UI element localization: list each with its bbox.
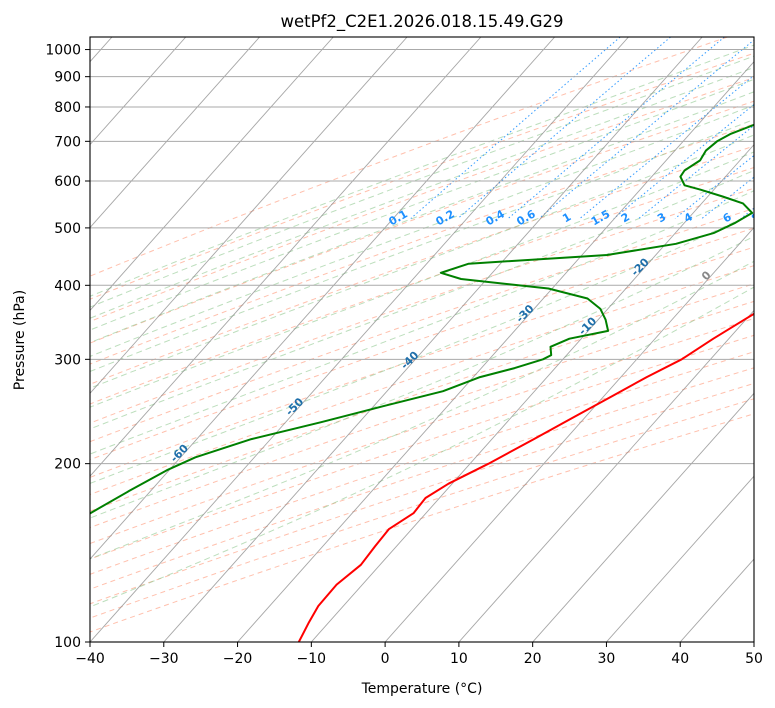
- x-tick-label: −30: [149, 651, 179, 667]
- y-tick-label: 600: [54, 174, 81, 190]
- isotherm-line: [310, 143, 754, 642]
- dry-adiabat-line: [90, 300, 754, 529]
- y-tick-label: 700: [54, 134, 81, 150]
- mixing-ratio-line: [613, 103, 754, 219]
- mixing-ratio-line: [457, 37, 671, 219]
- isotherm-line: [90, 37, 408, 395]
- temperature-profile-line: [297, 312, 754, 642]
- y-tick-label: 100: [54, 635, 81, 651]
- isotherm-line: [384, 226, 754, 642]
- moist-adiabats: [90, 44, 754, 608]
- isotherm-line: [90, 37, 260, 229]
- moist-adiabat-line: [90, 169, 754, 430]
- dry-adiabat-line: [90, 367, 754, 590]
- dry-adiabat-line: [90, 413, 754, 633]
- x-axis: −40 −30 −20 −10 0 10 20 30 40 50: [75, 642, 763, 667]
- mixing-ratio-line: [638, 124, 754, 219]
- moist-adiabat-line: [90, 190, 754, 455]
- dry-adiabat-line: [90, 382, 754, 605]
- moist-adiabat-line: [90, 134, 754, 389]
- y-tick-label: 1000: [45, 43, 81, 59]
- isotherm-line: [90, 37, 334, 312]
- y-tick-label: 900: [54, 70, 81, 86]
- moist-adiabat-line: [90, 78, 754, 331]
- isotherm-line: [163, 37, 703, 642]
- y-tick-label: 200: [54, 457, 81, 473]
- plot-area: 0.10.20.40.611.52346810131620253036-100-…: [90, 37, 762, 642]
- y-tick-label: 500: [54, 221, 81, 237]
- isobars: [90, 49, 754, 642]
- dry-adiabat-line: [90, 52, 754, 300]
- x-tick-label: 0: [381, 651, 390, 667]
- y-axis-title: Pressure (hPa): [12, 290, 28, 390]
- dry-adiabat-line: [90, 77, 754, 323]
- dry-adiabat-line: [90, 246, 754, 478]
- dry-adiabat-line: [90, 145, 754, 385]
- isotherm-line: [90, 37, 187, 146]
- mixing-ratio-line: [538, 39, 754, 219]
- x-tick-label: 50: [745, 651, 763, 667]
- x-tick-label: −10: [297, 651, 327, 667]
- y-tick-label: 800: [54, 100, 81, 116]
- isotherm-line: [90, 37, 629, 642]
- moist-adiabat-line: [90, 286, 754, 608]
- dry-adiabat-line: [90, 317, 754, 545]
- dry-adiabat-line: [90, 334, 754, 560]
- isotherm-line: [606, 475, 754, 642]
- mixing-ratio-label: 8: [749, 210, 762, 225]
- chart-title: wetPf2_C2E1.2026.018.15.49.G29: [280, 12, 563, 32]
- x-tick-label: 40: [671, 651, 689, 667]
- isotherm-line: [90, 37, 556, 560]
- x-tick-label: −20: [223, 651, 253, 667]
- isotherm-line: [237, 61, 754, 642]
- isotherms: [90, 37, 754, 642]
- x-tick-label: 10: [450, 651, 468, 667]
- y-tick-label: 300: [54, 352, 81, 368]
- x-tick-label: −40: [75, 651, 105, 667]
- moist-adiabat-line: [90, 104, 754, 357]
- dry-adiabat-line: [90, 166, 754, 405]
- plot-frame: [89, 36, 755, 643]
- moist-adiabat-line: [90, 260, 754, 560]
- x-tick-label: 20: [524, 651, 542, 667]
- x-axis-title: Temperature (°C): [361, 681, 483, 697]
- dry-adiabat-line: [90, 37, 728, 277]
- isotherm-line: [532, 392, 754, 642]
- dry-adiabat-line: [90, 187, 754, 424]
- moist-adiabat-line: [90, 44, 754, 297]
- isotherm-line: [458, 309, 754, 642]
- dry-adiabats: [90, 37, 754, 633]
- y-axis: 100 200 300 400 500 600 700 800 900 1000: [45, 43, 90, 651]
- isotherm-line: [90, 37, 482, 477]
- moist-adiabat-line: [90, 55, 754, 308]
- x-tick-label: 30: [598, 651, 616, 667]
- sounding-series: [90, 123, 754, 642]
- y-tick-label: 400: [54, 278, 81, 294]
- dry-adiabat-line: [90, 227, 754, 461]
- mixing-ratio-line: [701, 176, 754, 219]
- mixing-ratio-lines: [410, 37, 754, 219]
- dewpoint-profile-line: [90, 123, 754, 515]
